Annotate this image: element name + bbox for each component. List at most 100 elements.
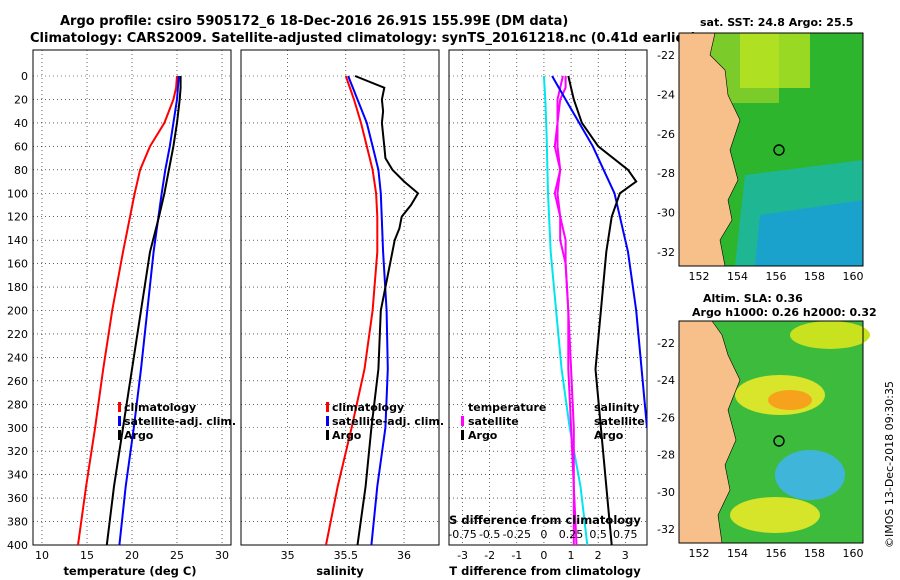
x2-tick-label: -0.75 bbox=[448, 528, 476, 541]
legend-label-salinity-satellite: satellite bbox=[594, 415, 645, 428]
x2-tick-label: -0.25 bbox=[503, 528, 531, 541]
map-y-tick-label: -26 bbox=[657, 411, 675, 424]
x2-tick-label: 0 bbox=[540, 528, 547, 541]
sst-land bbox=[678, 32, 741, 267]
legend-swatch-argo bbox=[326, 430, 329, 440]
panel-salinity bbox=[240, 49, 440, 546]
series-line-argo bbox=[105, 76, 182, 545]
depth-tick-label: 0 bbox=[21, 70, 28, 83]
series-line-salinity-satellite-blue- bbox=[551, 75, 647, 428]
map-x-tick-label: 158 bbox=[804, 547, 825, 560]
legend-swatch-climatology bbox=[326, 402, 329, 412]
sla-map-title2: Argo h1000: 0.26 h2000: 0.32 bbox=[692, 306, 877, 319]
xlabel-temperature: temperature (deg C) bbox=[63, 564, 196, 578]
series-line-salinity-argo-black- bbox=[567, 75, 638, 545]
depth-tick-label: 380 bbox=[7, 516, 28, 529]
depth-tick-label: 140 bbox=[7, 234, 28, 247]
x-tick-label: 10 bbox=[35, 549, 49, 562]
xlabel-difference: T difference from climatology bbox=[449, 564, 641, 578]
depth-tick-label: 240 bbox=[7, 351, 28, 364]
legend-label-temperature-satellite: satellite bbox=[468, 415, 519, 428]
map-y-tick-label: -32 bbox=[657, 246, 675, 259]
imos-credit: ©IMOS 13-Dec-2018 09:30:35 bbox=[883, 381, 896, 548]
legend-swatch-temperature-satellite bbox=[461, 416, 464, 426]
x2-tick-label: 0.5 bbox=[589, 528, 607, 541]
legend-label-satellite: satellite-adj. clim. bbox=[124, 415, 236, 428]
series-line-temperature-argo bbox=[553, 76, 578, 545]
map-y-tick-label: -24 bbox=[657, 88, 675, 101]
depth-tick-label: 320 bbox=[7, 445, 28, 458]
map-x-tick-label: 152 bbox=[689, 547, 710, 560]
depth-tick-label: 180 bbox=[7, 281, 28, 294]
map-x-tick-label: 154 bbox=[727, 270, 748, 283]
series-line-satellite-adj-clim- bbox=[347, 75, 389, 545]
map-x-tick-label: 154 bbox=[727, 547, 748, 560]
sst-map-frame bbox=[678, 32, 864, 267]
legend-swatch-satellite bbox=[118, 416, 121, 426]
legend-label-temperature-argo: Argo bbox=[468, 429, 498, 442]
depth-tick-label: 120 bbox=[7, 211, 28, 224]
sst-argo-marker bbox=[773, 144, 785, 156]
sst-map bbox=[678, 32, 864, 267]
x-tick-label: 25 bbox=[170, 549, 184, 562]
map-x-tick-label: 160 bbox=[843, 270, 864, 283]
legend-label-argo: Argo bbox=[332, 429, 362, 442]
series-line-satellite-adj-clim- bbox=[118, 75, 180, 545]
depth-tick-label: 100 bbox=[7, 187, 28, 200]
depth-tick-label: 160 bbox=[7, 258, 28, 271]
map-y-tick-label: -30 bbox=[657, 486, 675, 499]
depth-tick-label: 60 bbox=[14, 140, 28, 153]
legend-label-climatology: climatology bbox=[124, 401, 196, 414]
sst-map-title: sat. SST: 24.8 Argo: 25.5 bbox=[700, 16, 853, 29]
x2-tick-label: -0.5 bbox=[479, 528, 500, 541]
panel-difference bbox=[448, 49, 648, 546]
x-tick-label: 2 bbox=[595, 549, 602, 562]
x-tick-label: -3 bbox=[457, 549, 468, 562]
map-y-tick-label: -28 bbox=[657, 449, 675, 462]
x2label-difference: S difference from climatology bbox=[449, 513, 641, 527]
title-line1: Argo profile: csiro 5905172_6 18-Dec-201… bbox=[60, 14, 568, 29]
legend-header-salinity: salinity bbox=[594, 401, 640, 414]
map-y-tick-label: -32 bbox=[657, 523, 675, 536]
depth-tick-label: 260 bbox=[7, 375, 28, 388]
sla-peak bbox=[768, 390, 812, 410]
sla-map bbox=[678, 320, 870, 544]
series-line-salinity-satellite bbox=[542, 75, 589, 545]
sla-map-title1: Altim. SLA: 0.36 bbox=[703, 292, 803, 305]
legend-swatch-satellite bbox=[326, 416, 329, 426]
x-tick-label: 1 bbox=[568, 549, 575, 562]
x-tick-label: 3 bbox=[622, 549, 629, 562]
depth-tick-label: 400 bbox=[7, 539, 28, 552]
series-line-climatology bbox=[77, 75, 178, 545]
legend-salinity: climatology satellite-adj. clim. Argo bbox=[326, 401, 444, 442]
map-y-tick-label: -24 bbox=[657, 374, 675, 387]
legend-difference: temperature satellite Argo salinity sate… bbox=[461, 401, 645, 442]
depth-tick-label: 280 bbox=[7, 398, 28, 411]
x-tick-label: 15 bbox=[80, 549, 94, 562]
legend-label-salinity-argo: Argo bbox=[594, 429, 624, 442]
legend-label-argo: Argo bbox=[124, 429, 154, 442]
x-tick-label: 35 bbox=[281, 549, 295, 562]
depth-tick-label: 80 bbox=[14, 164, 28, 177]
x-tick-label: 36 bbox=[397, 549, 411, 562]
legend-swatch-climatology bbox=[118, 402, 121, 412]
depth-tick-label: 200 bbox=[7, 305, 28, 318]
sst-cold-patch bbox=[755, 200, 863, 266]
sla-argo-marker bbox=[773, 435, 785, 447]
title-line2: Climatology: CARS2009. Satellite-adjuste… bbox=[30, 31, 697, 46]
xlabel-salinity: salinity bbox=[316, 564, 364, 578]
map-y-tick-label: -22 bbox=[657, 49, 675, 62]
map-x-tick-label: 156 bbox=[766, 547, 787, 560]
depth-tick-label: 220 bbox=[7, 328, 28, 341]
x-tick-label: 35.5 bbox=[334, 549, 359, 562]
sla-map-frame bbox=[678, 320, 864, 544]
sla-high-3 bbox=[730, 497, 820, 533]
series-line-climatology bbox=[325, 75, 379, 545]
x-tick-label: -2 bbox=[484, 549, 495, 562]
map-y-tick-label: -30 bbox=[657, 207, 675, 220]
legend-swatch-argo bbox=[118, 430, 121, 440]
depth-tick-label: 40 bbox=[14, 117, 28, 130]
map-x-tick-label: 160 bbox=[843, 547, 864, 560]
depth-tick-label: 340 bbox=[7, 469, 28, 482]
